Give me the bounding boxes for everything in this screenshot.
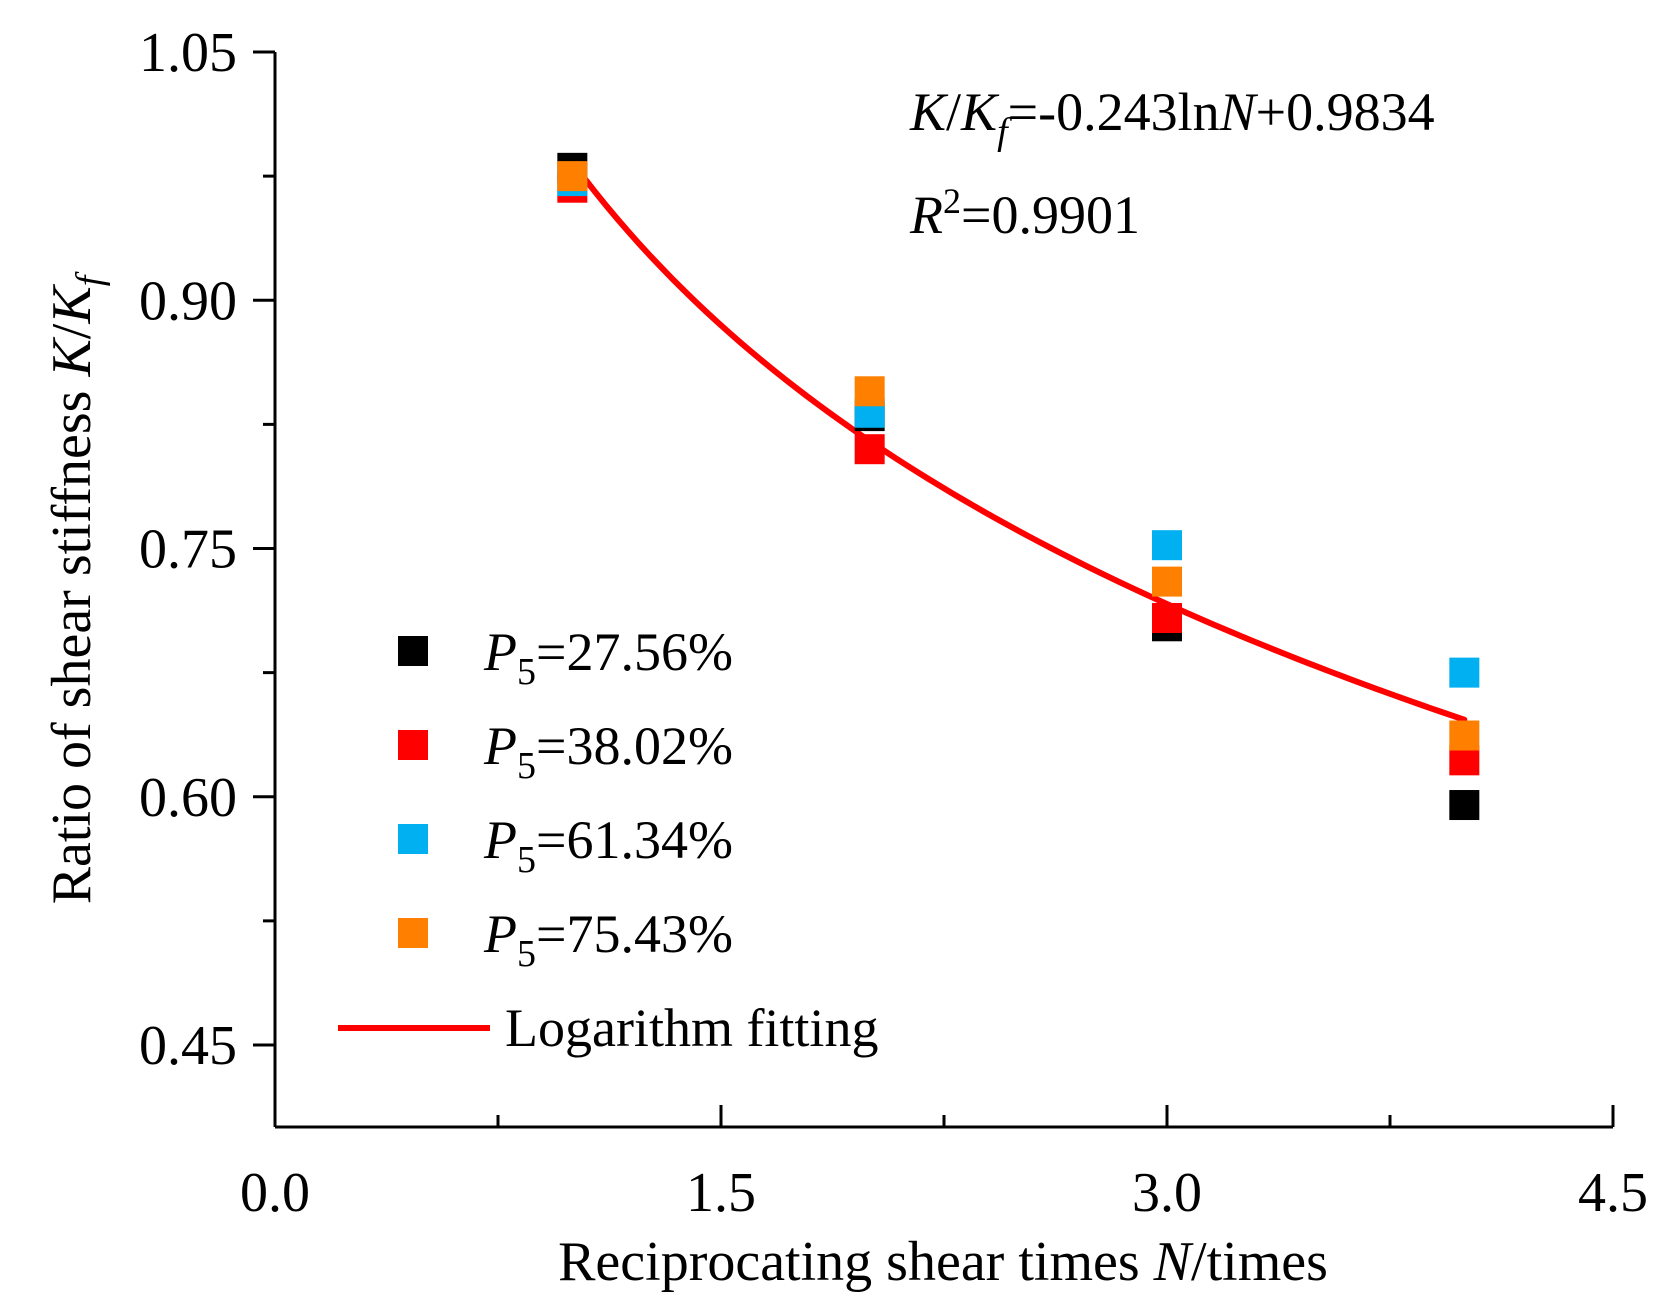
legend-label-38-02: P5=38.02% — [483, 716, 733, 787]
data-point-series-3 — [1449, 720, 1480, 751]
x-tick-label: 4.5 — [1578, 1162, 1648, 1224]
data-point-series-2 — [1449, 657, 1480, 688]
y-tick-label: 0.45 — [139, 1015, 237, 1077]
y-axis-title: Ratio of shear stiffness K/Kf — [41, 271, 111, 904]
legend-label-27-56: P5=27.56% — [483, 622, 733, 693]
x-tick-label: 1.5 — [686, 1162, 756, 1224]
legend-marker-38-02 — [398, 730, 428, 760]
data-point-series-3 — [1152, 566, 1182, 597]
legend-marker-75-43 — [398, 918, 428, 948]
fit-line-group — [569, 159, 1468, 723]
x-tick-label: 0.0 — [240, 1162, 310, 1224]
data-point-series-0 — [1449, 790, 1480, 821]
data-point-series-2 — [1152, 530, 1182, 561]
data-point-series-1 — [854, 434, 885, 465]
legend-label-61-34: P5=61.34% — [483, 810, 733, 881]
r-squared: R2=0.9901 — [909, 181, 1140, 245]
legend-label-75-43: P5=75.43% — [483, 904, 733, 975]
data-points — [557, 152, 1480, 821]
data-point-series-1 — [1152, 603, 1182, 634]
y-tick-label: 0.60 — [139, 767, 237, 829]
fit-equation: K/Kf=-0.243lnN+0.9834 — [909, 82, 1435, 153]
legend-marker-27-56 — [398, 636, 428, 666]
legend: P5=27.56% P5=38.02% P5=61.34% P5=75.43% … — [338, 622, 878, 1058]
data-point-series-3 — [854, 376, 885, 407]
data-point-series-3 — [557, 161, 588, 192]
x-axis-title: Reciprocating shear times N/times — [558, 1231, 1328, 1293]
tick-group: 0.45 0.60 0.75 0.90 1.05 0.0 1.5 3.0 4.5 — [139, 22, 1648, 1224]
legend-marker-61-34 — [398, 824, 428, 854]
fit-line — [569, 159, 1468, 723]
y-tick-label: 0.90 — [139, 270, 237, 332]
y-tick-label: 0.75 — [139, 519, 237, 581]
y-tick-label: 1.05 — [139, 22, 237, 84]
x-tick-label: 3.0 — [1132, 1162, 1202, 1224]
legend-fit-label: Logarithm fitting — [505, 998, 878, 1058]
